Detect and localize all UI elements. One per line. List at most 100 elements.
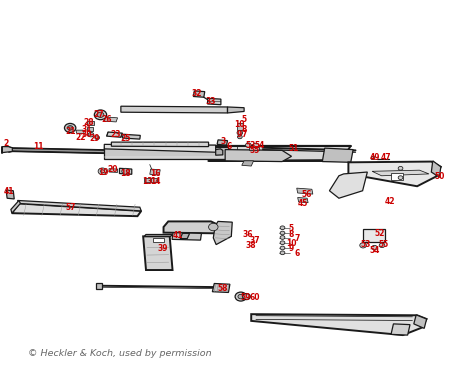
- Polygon shape: [216, 149, 223, 155]
- Bar: [151, 178, 157, 182]
- Text: 28: 28: [84, 118, 94, 127]
- Text: 54: 54: [255, 141, 265, 150]
- Text: 60: 60: [250, 293, 260, 302]
- Polygon shape: [96, 283, 102, 289]
- Text: 55: 55: [379, 240, 389, 249]
- Text: 8: 8: [242, 125, 247, 134]
- Polygon shape: [213, 221, 232, 245]
- Text: 31: 31: [81, 125, 91, 134]
- Polygon shape: [164, 221, 223, 233]
- Bar: [153, 238, 164, 242]
- Text: 6: 6: [294, 249, 300, 258]
- Bar: [371, 156, 374, 159]
- Text: 3: 3: [220, 137, 226, 146]
- Polygon shape: [11, 200, 20, 213]
- Text: 8: 8: [288, 230, 294, 239]
- Text: 55: 55: [250, 146, 260, 155]
- Polygon shape: [76, 130, 84, 134]
- Text: 22: 22: [75, 133, 86, 142]
- Polygon shape: [111, 142, 209, 147]
- Circle shape: [237, 131, 243, 135]
- Polygon shape: [122, 134, 140, 139]
- Polygon shape: [225, 150, 292, 162]
- Bar: [249, 147, 259, 150]
- Polygon shape: [18, 200, 141, 211]
- Circle shape: [243, 294, 250, 300]
- Text: 57: 57: [66, 203, 76, 212]
- Text: 36: 36: [243, 230, 253, 239]
- Bar: [144, 178, 150, 182]
- Polygon shape: [208, 98, 221, 105]
- Polygon shape: [104, 144, 216, 152]
- Text: 42: 42: [384, 197, 395, 206]
- Bar: [87, 121, 94, 125]
- Text: 52: 52: [374, 229, 384, 238]
- Text: 23: 23: [110, 130, 121, 139]
- Polygon shape: [297, 188, 313, 194]
- Text: 33: 33: [205, 97, 216, 106]
- Text: 9: 9: [236, 130, 242, 139]
- Polygon shape: [242, 161, 254, 166]
- Polygon shape: [217, 140, 228, 145]
- Polygon shape: [209, 146, 351, 161]
- Circle shape: [372, 245, 377, 250]
- Polygon shape: [431, 161, 441, 177]
- Text: 9: 9: [288, 244, 294, 253]
- Text: 5: 5: [242, 115, 246, 124]
- Polygon shape: [12, 203, 141, 216]
- Text: 53: 53: [361, 240, 371, 249]
- Text: 10: 10: [235, 120, 245, 129]
- Text: 32: 32: [191, 89, 202, 98]
- Polygon shape: [104, 117, 118, 122]
- Text: 39: 39: [158, 244, 168, 253]
- Text: 10: 10: [286, 239, 296, 248]
- Polygon shape: [180, 233, 190, 239]
- Text: 5: 5: [289, 224, 293, 233]
- Text: 11: 11: [34, 142, 44, 151]
- Polygon shape: [193, 91, 205, 97]
- Polygon shape: [228, 107, 244, 113]
- Polygon shape: [251, 314, 427, 335]
- Text: 53: 53: [246, 141, 256, 150]
- Text: 41: 41: [173, 231, 183, 240]
- Circle shape: [67, 126, 73, 130]
- Circle shape: [360, 243, 366, 248]
- Polygon shape: [172, 233, 201, 240]
- Text: © Heckler & Koch, used by permission: © Heckler & Koch, used by permission: [28, 349, 212, 358]
- Text: 6: 6: [226, 142, 232, 151]
- Text: 51: 51: [289, 144, 299, 153]
- Text: 27: 27: [93, 110, 104, 119]
- Circle shape: [88, 132, 94, 137]
- Text: 13: 13: [143, 177, 153, 186]
- Polygon shape: [121, 106, 228, 113]
- Circle shape: [94, 110, 107, 120]
- Text: 7: 7: [294, 234, 300, 243]
- Circle shape: [98, 168, 107, 175]
- Bar: [237, 123, 243, 130]
- Circle shape: [95, 136, 100, 140]
- Text: 2: 2: [3, 140, 9, 148]
- Circle shape: [280, 236, 285, 239]
- Text: 54: 54: [369, 246, 380, 255]
- Polygon shape: [212, 283, 230, 292]
- Polygon shape: [143, 236, 173, 270]
- Circle shape: [97, 112, 104, 117]
- Circle shape: [246, 143, 251, 147]
- Circle shape: [237, 135, 242, 139]
- Polygon shape: [348, 162, 441, 186]
- Text: 14: 14: [150, 177, 161, 186]
- Polygon shape: [104, 147, 228, 159]
- Circle shape: [280, 231, 285, 235]
- Text: 49: 49: [369, 153, 380, 162]
- Text: 20: 20: [108, 165, 118, 174]
- Polygon shape: [329, 172, 367, 198]
- Circle shape: [253, 143, 259, 148]
- Polygon shape: [107, 132, 122, 137]
- Text: 7: 7: [242, 130, 247, 139]
- Polygon shape: [150, 169, 160, 175]
- Text: 50: 50: [435, 172, 445, 181]
- Circle shape: [122, 168, 129, 174]
- Circle shape: [398, 176, 403, 180]
- Text: 21: 21: [65, 127, 75, 136]
- Circle shape: [280, 246, 285, 250]
